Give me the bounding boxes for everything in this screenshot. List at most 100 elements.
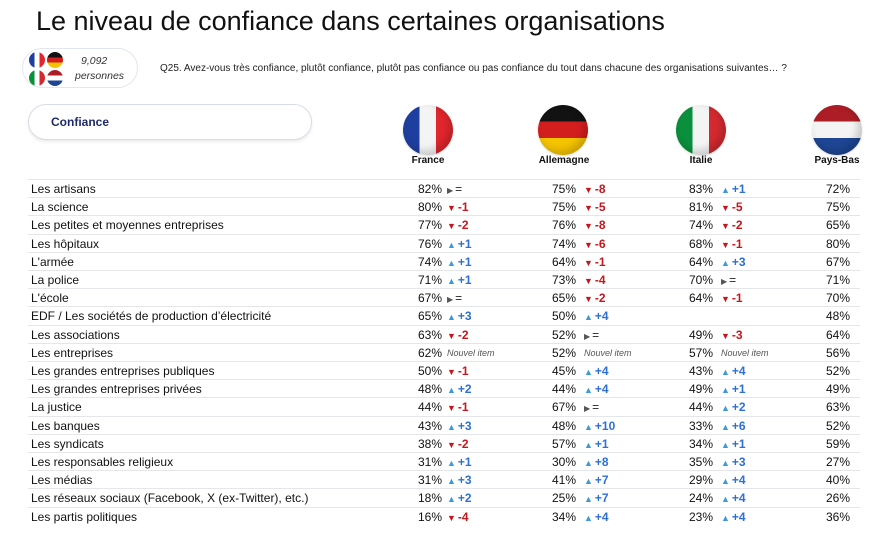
row-label: La justice (31, 400, 82, 415)
percentage-value: 50% (551, 309, 576, 324)
trend-indicator: ▼ -1 (721, 237, 743, 251)
table-row: Les médias 31% ▲ +3 41% ▲ +7 29% ▲ +4 40% (28, 470, 860, 488)
trend-indicator: Nouvel item (447, 348, 495, 358)
column-header-pays-bas: Pays-Bas (814, 155, 860, 166)
trend-indicator: ▲ +4 (584, 510, 609, 524)
triangle-up-icon: ▲ (447, 494, 456, 505)
percentage-value: 31% (417, 455, 442, 469)
triangle-down-icon: ▼ (584, 276, 593, 286)
row-label: Les médias (31, 473, 93, 488)
percentage-value: 34% (688, 436, 713, 451)
percentage-value: 76% (551, 218, 576, 233)
percentage-value: 26% (825, 491, 850, 506)
percentage-value: 64% (688, 291, 713, 306)
trend-value: +1 (457, 254, 472, 269)
trend-value: -2 (457, 436, 469, 451)
percentage-value: 33% (688, 418, 713, 433)
percentage-value: 27% (825, 455, 850, 469)
percentage-value: 72% (825, 182, 850, 196)
row-label: Les partis politiques (31, 509, 138, 524)
confiance-filter-label: Confiance (51, 115, 110, 129)
trend-indicator: ▲ +2 (447, 491, 472, 505)
trend-value: +6 (731, 418, 746, 433)
row-label: La science (31, 200, 89, 215)
table-row: Les responsables religieux 31% ▲ +1 30% ▲ +8 35… (28, 452, 860, 470)
trend-value: +4 (731, 473, 746, 488)
triangle-down-icon: ▼ (584, 257, 593, 268)
trend-indicator: ▲ +3 (447, 473, 472, 487)
percentage-value: 80% (417, 200, 442, 215)
trend-value: +4 (594, 309, 609, 324)
trend-value: = (592, 400, 600, 415)
triangle-up-icon: ▲ (721, 403, 730, 414)
triangle-up-icon: ▲ (584, 312, 593, 323)
percentage-value: 44% (551, 382, 576, 397)
trend-indicator: ▼ -2 (447, 328, 469, 342)
trend-value: +4 (594, 382, 609, 397)
trend-value: +1 (731, 436, 746, 451)
trend-indicator: ▲ +4 (721, 473, 746, 487)
percentage-value: 81% (688, 200, 713, 215)
row-label: L'armée (31, 254, 74, 269)
percentage-value: 59% (825, 436, 850, 451)
table-row: La justice 44% ▼ -1 67% ▶ = 44% ▲ +2 63% (28, 397, 860, 415)
country-flags-icon (29, 52, 65, 88)
netherlands-flag-icon (47, 70, 63, 86)
percentage-value: 48% (417, 382, 442, 397)
page-title: Le niveau de confiance dans certaines or… (36, 6, 665, 36)
triangle-up-icon: ▲ (447, 476, 456, 487)
trend-value: = (729, 273, 737, 287)
trend-indicator: Nouvel item (721, 348, 769, 358)
row-label: Les artisans (31, 182, 96, 196)
trend-value: -1 (457, 364, 469, 378)
triangle-up-icon: ▲ (721, 494, 730, 505)
trend-value: = (455, 291, 463, 306)
table-row: Les grandes entreprises privées 48% ▲ +2 44%… (28, 379, 860, 397)
trend-value: Nouvel item (447, 347, 495, 358)
trend-value: -8 (594, 218, 606, 233)
table-row: Les artisans 82% ▶ = 75% ▼ -8 83% ▲ +1 72% (28, 179, 860, 197)
trend-indicator: ▲ +8 (584, 455, 609, 469)
trend-indicator: ▲ +4 (584, 309, 609, 323)
trend-indicator: ▶ = (584, 328, 599, 342)
trend-value: +7 (594, 491, 609, 506)
triangle-up-icon: ▲ (584, 494, 593, 505)
trend-value: +4 (594, 509, 609, 524)
percentage-value: 62% (417, 345, 442, 360)
trend-value: +3 (731, 254, 746, 269)
percentage-value: 64% (825, 327, 850, 342)
triangle-up-icon: ▲ (584, 421, 593, 432)
table-row: EDF / Les sociétés de production d’élect… (28, 306, 860, 324)
percentage-value: 77% (417, 218, 442, 233)
triangle-up-icon: ▲ (584, 512, 593, 523)
italy-flag-icon (29, 70, 45, 86)
triangle-down-icon: ▼ (447, 512, 456, 523)
trend-indicator: ▶ = (447, 182, 462, 196)
trend-value: -2 (457, 218, 469, 233)
trend-indicator: ▲ +2 (447, 382, 472, 396)
trend-value: -2 (731, 218, 743, 233)
percentage-value: 74% (417, 254, 442, 269)
table-row: Les petites et moyennes entreprises 77% ▼ -… (28, 215, 860, 233)
trend-value: +1 (457, 455, 472, 469)
row-label: Les petites et moyennes entreprises (31, 218, 224, 233)
triangle-down-icon: ▼ (447, 439, 456, 450)
percentage-value: 71% (825, 273, 850, 287)
triangle-right-icon: ▶ (447, 186, 454, 195)
trend-value: +2 (731, 400, 746, 415)
respondents-badge: 9,092 personnes (22, 48, 138, 88)
trend-value: +7 (594, 473, 609, 488)
percentage-value: 29% (688, 473, 713, 488)
triangle-up-icon: ▲ (721, 439, 730, 450)
trend-indicator: ▼ -5 (584, 200, 606, 214)
trend-value: -1 (457, 200, 469, 215)
trend-indicator: ▼ -2 (721, 218, 743, 232)
percentage-value: 67% (551, 400, 576, 415)
trend-value: +4 (594, 364, 609, 378)
confiance-filter-pill[interactable]: Confiance (28, 104, 312, 140)
triangle-down-icon: ▼ (584, 185, 593, 195)
triangle-down-icon: ▼ (447, 221, 456, 232)
trend-indicator: ▼ -1 (447, 364, 469, 378)
triangle-right-icon: ▶ (721, 277, 728, 286)
triangle-down-icon: ▼ (584, 239, 593, 250)
